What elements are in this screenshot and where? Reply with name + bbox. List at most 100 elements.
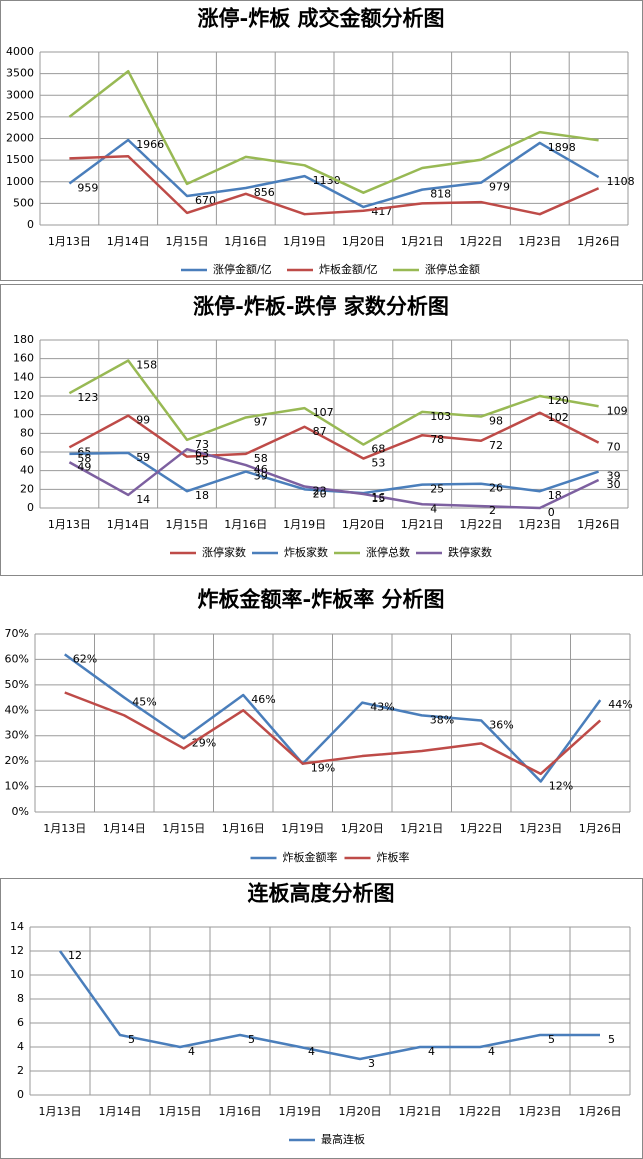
data-label: 12 — [68, 949, 82, 962]
y-tick-label: 1000 — [6, 175, 34, 188]
x-tick-label: 1月21日 — [399, 1105, 442, 1118]
x-tick-label: 1月23日 — [518, 518, 561, 531]
data-label: 5 — [128, 1033, 135, 1046]
data-label: 45% — [132, 696, 156, 709]
y-tick-label: 8 — [17, 992, 24, 1005]
y-tick-label: 4 — [17, 1040, 24, 1053]
x-tick-label: 1月13日 — [39, 1105, 82, 1118]
data-label: 62% — [73, 652, 97, 665]
x-tick-label: 1月13日 — [48, 235, 91, 248]
data-label: 97 — [254, 415, 268, 428]
legend-label: 炸板家数 — [284, 545, 328, 559]
y-tick-label: 6 — [17, 1016, 24, 1029]
x-tick-label: 1月21日 — [401, 518, 444, 531]
x-tick-label: 1月23日 — [519, 1105, 562, 1118]
data-label: 46 — [254, 463, 268, 476]
x-tick-label: 1月23日 — [518, 235, 561, 248]
data-label: 979 — [489, 181, 510, 194]
y-tick-label: 60% — [5, 652, 29, 665]
legend-label: 最高连板 — [321, 1132, 365, 1146]
y-tick-label: 100 — [13, 408, 34, 421]
x-tick-label: 1月22日 — [459, 1105, 502, 1118]
x-tick-label: 1月20日 — [339, 1105, 382, 1118]
x-tick-label: 1月14日 — [107, 235, 150, 248]
y-tick-label: 20% — [5, 754, 29, 767]
y-tick-label: 40 — [20, 464, 34, 477]
data-label: 78 — [430, 433, 444, 446]
data-label: 4 — [308, 1045, 315, 1058]
data-label: 19% — [311, 762, 335, 775]
x-tick-label: 1月13日 — [43, 822, 86, 835]
y-tick-label: 0 — [17, 1088, 24, 1101]
x-tick-label: 1月26日 — [577, 235, 620, 248]
y-tick-label: 50% — [5, 678, 29, 691]
chart-title: 连板高度分析图 — [248, 881, 395, 906]
x-tick-label: 1月19日 — [281, 822, 324, 835]
x-tick-label: 1月16日 — [219, 1105, 262, 1118]
series-line — [68, 359, 599, 446]
data-label: 109 — [607, 404, 628, 417]
x-tick-label: 1月22日 — [460, 235, 503, 248]
y-tick-label: 30% — [5, 729, 29, 742]
data-label: 58 — [77, 452, 91, 465]
series-line — [64, 691, 602, 776]
data-label: 70 — [607, 441, 621, 454]
y-tick-label: 40% — [5, 703, 29, 716]
y-tick-label: 0 — [27, 218, 34, 231]
x-tick-label: 1月21日 — [401, 235, 444, 248]
y-tick-label: 3000 — [6, 88, 34, 101]
data-label: 3 — [368, 1057, 375, 1070]
data-label: 20 — [313, 487, 327, 500]
data-label: 44% — [608, 698, 632, 711]
y-tick-label: 20 — [20, 482, 34, 495]
series-line — [68, 69, 599, 194]
data-label: 5 — [248, 1033, 255, 1046]
x-tick-label: 1月21日 — [400, 822, 443, 835]
data-label: 959 — [77, 182, 98, 195]
y-tick-label: 14 — [10, 920, 24, 933]
data-label: 5 — [608, 1033, 615, 1046]
x-tick-label: 1月15日 — [166, 518, 209, 531]
data-label: 63 — [195, 447, 209, 460]
data-label: 65 — [77, 445, 91, 458]
legend-label: 涨停金额/亿 — [213, 262, 272, 276]
data-label: 58 — [254, 452, 268, 465]
data-label: 39 — [607, 470, 621, 483]
x-tick-label: 1月19日 — [283, 235, 326, 248]
y-tick-label: 120 — [13, 389, 34, 402]
x-tick-label: 1月20日 — [342, 235, 385, 248]
data-label: 98 — [489, 415, 503, 428]
data-label: 1966 — [136, 138, 164, 151]
y-tick-label: 80 — [20, 426, 34, 439]
data-label: 15 — [371, 492, 385, 505]
series-line — [69, 154, 600, 216]
y-tick-label: 0% — [12, 805, 29, 818]
x-tick-label: 1月14日 — [103, 822, 146, 835]
data-label: 4 — [188, 1045, 195, 1058]
data-label: 36% — [489, 718, 513, 731]
y-tick-label: 0 — [27, 501, 34, 514]
chart-title: 涨停-炸板-跌停 家数分析图 — [193, 294, 449, 319]
x-tick-label: 1月19日 — [279, 1105, 322, 1118]
x-tick-label: 1月22日 — [460, 822, 503, 835]
data-label: 23 — [313, 485, 327, 498]
x-tick-label: 1月15日 — [166, 235, 209, 248]
data-label: 1130 — [313, 174, 341, 187]
data-label: 107 — [313, 406, 334, 419]
data-label: 18 — [195, 489, 209, 502]
data-label: 30 — [607, 478, 621, 491]
legend-label: 涨停总数 — [366, 545, 410, 559]
data-label: 46% — [251, 693, 275, 706]
data-label: 38% — [430, 713, 454, 726]
data-label: 5 — [548, 1033, 555, 1046]
x-tick-label: 1月26日 — [579, 1105, 622, 1118]
x-tick-label: 1月20日 — [341, 822, 384, 835]
x-tick-label: 1月15日 — [162, 822, 205, 835]
y-tick-label: 1500 — [6, 153, 34, 166]
data-label: 123 — [77, 391, 98, 404]
y-tick-label: 10% — [5, 780, 29, 793]
data-label: 0 — [548, 506, 555, 519]
legend-label: 跌停家数 — [448, 545, 492, 559]
data-label: 1108 — [607, 175, 635, 188]
